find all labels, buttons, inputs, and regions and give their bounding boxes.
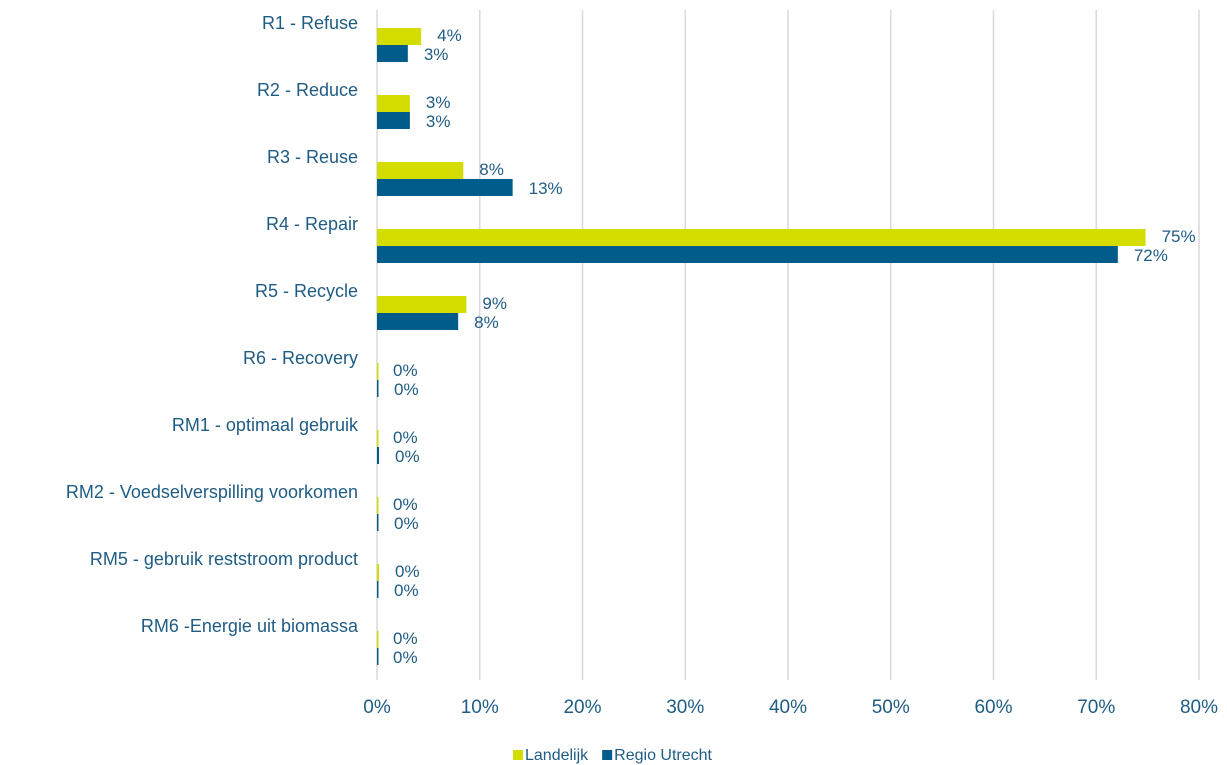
bar — [377, 380, 379, 397]
value-label: 3% — [426, 93, 451, 112]
bar — [377, 179, 513, 196]
legend-swatch — [602, 750, 613, 760]
bar — [377, 246, 1118, 263]
bar — [377, 313, 459, 330]
bar — [377, 28, 422, 45]
value-label: 0% — [394, 380, 419, 399]
value-label: 0% — [395, 562, 420, 581]
bar — [377, 162, 464, 179]
category-label: RM6 -Energie uit biomassa — [141, 616, 359, 636]
bar — [377, 45, 408, 62]
x-tick-label: 40% — [769, 697, 807, 718]
bar — [377, 296, 467, 313]
bar — [377, 631, 379, 648]
category-label: RM1 - optimaal gebruik — [172, 415, 359, 435]
x-tick-label: 10% — [461, 697, 499, 718]
value-label: 0% — [394, 581, 419, 600]
legend-swatch — [513, 750, 523, 760]
value-label: 72% — [1134, 246, 1168, 265]
category-label: RM2 - Voedselverspilling voorkomen — [66, 482, 358, 502]
value-label: 13% — [529, 179, 563, 198]
bar — [377, 95, 410, 112]
bar — [377, 648, 379, 665]
bar — [377, 447, 380, 464]
value-label: 4% — [437, 26, 462, 45]
bar — [377, 581, 379, 598]
value-label: 9% — [482, 294, 507, 313]
category-label: R1 - Refuse — [262, 13, 358, 33]
bar — [377, 514, 379, 531]
x-tick-label: 20% — [563, 697, 601, 718]
value-label: 0% — [393, 629, 418, 648]
category-label: R3 - Reuse — [267, 147, 358, 167]
bar — [377, 229, 1146, 246]
value-label: 3% — [424, 45, 449, 64]
value-label: 3% — [426, 112, 451, 131]
value-label: 0% — [395, 447, 420, 466]
x-tick-label: 80% — [1180, 697, 1218, 718]
value-label: 0% — [393, 495, 418, 514]
x-tick-label: 50% — [872, 697, 910, 718]
bar — [377, 564, 380, 581]
value-label: 0% — [393, 361, 418, 380]
value-label: 75% — [1162, 227, 1196, 246]
x-tick-label: 60% — [974, 697, 1012, 718]
category-label: R5 - Recycle — [255, 281, 358, 301]
category-label: R2 - Reduce — [257, 80, 358, 100]
bar — [377, 363, 379, 380]
x-tick-label: 70% — [1077, 697, 1115, 718]
bar — [377, 497, 379, 514]
value-label: 0% — [393, 428, 418, 447]
value-label: 0% — [393, 648, 418, 667]
category-label: RM5 - gebruik reststroom product — [90, 549, 358, 569]
category-label: R6 - Recovery — [243, 348, 358, 368]
bar — [377, 112, 410, 129]
value-label: 8% — [479, 160, 504, 179]
x-tick-label: 30% — [666, 697, 704, 718]
legend-label: Landelijk — [525, 747, 589, 764]
legend-label: Regio Utrecht — [614, 747, 712, 764]
value-label: 0% — [394, 514, 419, 533]
category-label: R4 - Repair — [266, 214, 358, 234]
value-label: 8% — [474, 313, 499, 332]
x-tick-label: 0% — [363, 697, 391, 718]
bar — [377, 430, 379, 447]
